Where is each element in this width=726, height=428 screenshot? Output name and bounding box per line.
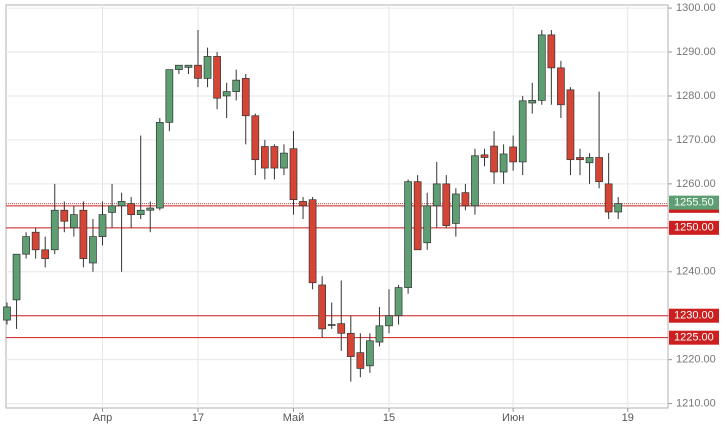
candle-body bbox=[518, 100, 527, 163]
x-tick-label: Апр bbox=[93, 412, 112, 424]
candle-body bbox=[50, 209, 59, 251]
candle-body bbox=[299, 201, 307, 207]
last-price-box bbox=[669, 195, 719, 210]
candle-body bbox=[280, 152, 288, 169]
candle-body bbox=[98, 214, 107, 237]
candle-body bbox=[194, 64, 202, 79]
candle-body bbox=[423, 205, 432, 244]
candle-body bbox=[366, 340, 374, 367]
candle-body bbox=[175, 64, 183, 70]
candle-body bbox=[117, 201, 126, 207]
candle-body bbox=[155, 121, 164, 209]
candle-body bbox=[3, 306, 11, 321]
candle-body bbox=[490, 145, 498, 173]
candle-body bbox=[356, 352, 365, 369]
candle-body bbox=[41, 249, 50, 259]
level-label: 1225.00 bbox=[674, 332, 714, 344]
y-tick-label: 1300.00 bbox=[676, 2, 716, 14]
candle-body bbox=[69, 214, 78, 229]
candle-body bbox=[79, 209, 88, 259]
candle-body bbox=[136, 209, 145, 215]
candle-body bbox=[308, 199, 317, 284]
candle-body bbox=[261, 146, 269, 169]
candle-body bbox=[289, 148, 298, 201]
y-tick-label: 1270.00 bbox=[676, 134, 716, 146]
candle-body bbox=[146, 207, 155, 211]
candle-body bbox=[557, 67, 565, 106]
candle-body bbox=[442, 183, 451, 226]
candle-body bbox=[547, 34, 556, 69]
candle-body bbox=[31, 231, 40, 251]
level-label: 1230.00 bbox=[674, 310, 714, 322]
candle-body bbox=[346, 332, 355, 357]
candle-body bbox=[127, 203, 136, 215]
candle-body bbox=[22, 236, 30, 255]
candle-body bbox=[165, 69, 174, 123]
candle-body bbox=[89, 236, 97, 264]
candle-body bbox=[604, 183, 613, 213]
x-tick-label: 17 bbox=[192, 412, 204, 424]
y-tick-label: 1220.00 bbox=[676, 354, 716, 366]
candle-body bbox=[471, 155, 479, 207]
candle-body bbox=[413, 181, 422, 251]
candle-body bbox=[108, 205, 116, 213]
x-tick-label: 15 bbox=[383, 412, 395, 424]
candle-body bbox=[404, 181, 412, 288]
candle-body bbox=[222, 91, 231, 97]
plot-area bbox=[5, 4, 669, 409]
candle-body bbox=[318, 284, 326, 330]
candle-body bbox=[213, 56, 221, 99]
candle-body bbox=[452, 193, 460, 224]
candle-body bbox=[585, 157, 594, 164]
candle-body bbox=[251, 115, 260, 161]
y-tick-label: 1240.00 bbox=[676, 266, 716, 278]
candle-body bbox=[528, 100, 537, 104]
y-tick-label: 1290.00 bbox=[676, 46, 716, 58]
level-label: 1250.00 bbox=[674, 222, 714, 234]
x-tick-label: Май bbox=[283, 412, 305, 424]
candle-body bbox=[375, 325, 384, 343]
candle-body bbox=[614, 203, 623, 213]
y-tick-label: 1210.00 bbox=[676, 398, 716, 410]
candle-body bbox=[432, 183, 441, 207]
candle-body bbox=[12, 253, 21, 301]
candle-body bbox=[537, 34, 546, 101]
candle-body bbox=[480, 154, 489, 158]
candle-body bbox=[385, 315, 393, 327]
candle-body bbox=[595, 157, 603, 183]
candle-body bbox=[566, 89, 575, 161]
candle-body bbox=[241, 78, 250, 117]
candle-body bbox=[576, 157, 584, 161]
level-label-box bbox=[669, 308, 719, 323]
x-tick-label: 19 bbox=[622, 412, 634, 424]
candle-body bbox=[232, 79, 241, 92]
y-tick-label: 1260.00 bbox=[676, 178, 716, 190]
candle-body bbox=[509, 146, 517, 163]
candle-body bbox=[461, 192, 470, 207]
candle-body bbox=[60, 209, 69, 222]
candle-body bbox=[499, 153, 508, 173]
candle-body bbox=[203, 56, 212, 79]
candle-body bbox=[337, 323, 346, 334]
candle-body bbox=[270, 146, 279, 169]
level-label-box bbox=[669, 220, 719, 235]
candle-body bbox=[184, 64, 193, 68]
candle-body bbox=[394, 287, 403, 317]
y-tick-label: 1280.00 bbox=[676, 90, 716, 102]
candle-body bbox=[327, 324, 336, 326]
last-price-label: 1255.50 bbox=[674, 197, 714, 209]
x-tick-label: Июн bbox=[502, 412, 524, 424]
level-label-box bbox=[669, 330, 719, 345]
